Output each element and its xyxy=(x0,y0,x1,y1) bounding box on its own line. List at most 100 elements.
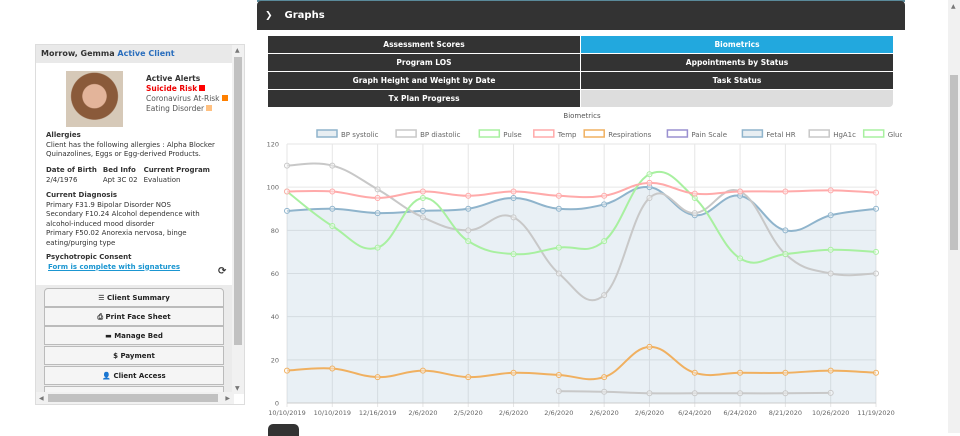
legend-label: Temp xyxy=(557,131,577,139)
legend-swatch xyxy=(395,129,417,138)
x-tick-label: 8/21/2020 xyxy=(769,409,802,417)
data-point xyxy=(510,188,517,195)
x-tick-label: 6/24/2020 xyxy=(723,409,756,417)
legend-label: Pulse xyxy=(503,131,521,139)
data-point xyxy=(737,369,744,376)
tab-biometrics[interactable]: Biometrics xyxy=(581,36,893,53)
y-tick-label: 60 xyxy=(271,270,279,278)
consent-link[interactable]: Form is complete with signatures xyxy=(48,262,181,271)
data-point xyxy=(601,388,608,395)
biometrics-chart: Biometrics BP systolic BP diastolic Pulse Te… xyxy=(267,112,902,417)
scroll-up-icon[interactable]: ▲ xyxy=(951,3,956,10)
data-point xyxy=(691,194,698,201)
data-point xyxy=(510,251,517,258)
client-summary-button[interactable]: ☰ Client Summary xyxy=(44,288,224,307)
alert-label: Suicide Risk xyxy=(146,84,198,93)
y-tick-label: 80 xyxy=(271,227,279,235)
data-point xyxy=(284,188,290,195)
allergies-title: Allergies xyxy=(46,131,81,139)
horizontal-scrollbar[interactable]: ◀ ▶ xyxy=(36,392,234,404)
data-point xyxy=(827,187,834,194)
data-point xyxy=(782,390,789,397)
y-tick-label: 20 xyxy=(271,356,279,364)
vertical-scrollbar[interactable]: ▲ ▼ xyxy=(232,45,244,394)
data-point xyxy=(646,390,653,397)
chart-title: Biometrics xyxy=(563,112,601,120)
series-line xyxy=(286,181,877,199)
scroll-thumb[interactable] xyxy=(48,394,218,402)
program-value: Evaluation xyxy=(143,175,181,184)
scroll-thumb[interactable] xyxy=(234,57,242,345)
data-point xyxy=(374,374,381,381)
tab-tx-plan-progress[interactable]: Tx Plan Progress xyxy=(268,90,580,107)
button-label: Client Access xyxy=(113,372,166,380)
data-point xyxy=(873,205,879,212)
data-point xyxy=(374,244,381,251)
legend-swatch xyxy=(666,129,689,138)
alert-color-swatch xyxy=(221,95,228,101)
data-point xyxy=(691,369,698,376)
tab-graph-height-weight[interactable]: Graph Height and Weight by Date xyxy=(268,72,580,89)
scroll-thumb[interactable] xyxy=(950,75,958,250)
bottom-button[interactable] xyxy=(268,424,299,436)
diagnosis-title: Current Diagnosis xyxy=(46,191,118,199)
tab-program-los[interactable]: Program LOS xyxy=(268,54,580,71)
refresh-icon[interactable]: ⟳ xyxy=(218,266,227,277)
diagnosis: Current Diagnosis Primary F31.9 Bipolar … xyxy=(46,191,206,248)
data-point xyxy=(691,190,698,197)
tab-appointments-by-status[interactable]: Appointments by Status xyxy=(581,54,893,71)
diagnosis-item: Secondary F10.24 Alcohol dependence with… xyxy=(46,210,200,228)
data-point xyxy=(284,162,290,169)
consent-title: Psychotropic Consent xyxy=(46,253,132,261)
x-tick-label: 2/6/2020 xyxy=(590,409,619,417)
active-alerts: Active Alerts Suicide Risk Coronavirus A… xyxy=(146,74,228,114)
manage-bed-button[interactable]: ▬ Manage Bed xyxy=(44,326,224,345)
client-access-button[interactable]: 👤 Client Access xyxy=(44,366,224,385)
data-point xyxy=(329,188,336,195)
data-point xyxy=(419,194,426,201)
scroll-left-icon[interactable]: ◀ xyxy=(39,395,44,402)
series-line xyxy=(286,170,877,264)
data-point xyxy=(691,390,698,397)
alerts-title: Active Alerts xyxy=(146,74,201,83)
client-info: Date of Birth 2/4/1976 Bed Info Apt 3C 02 … xyxy=(46,166,226,185)
program-label: Current Program xyxy=(143,166,210,174)
tab-assessment-scores[interactable]: Assessment Scores xyxy=(268,36,580,53)
x-tick-label: 6/24/2020 xyxy=(678,409,711,417)
button-label: Print Face Sheet xyxy=(105,313,171,321)
legend-swatch xyxy=(478,129,501,138)
legend-swatch xyxy=(316,129,338,138)
y-tick-label: 100 xyxy=(267,184,279,192)
data-point xyxy=(465,227,472,234)
x-tick-label: 10/26/2020 xyxy=(812,409,849,417)
print-face-sheet-button[interactable]: ⎙ Print Face Sheet xyxy=(44,307,224,326)
payment-button[interactable]: $ Payment xyxy=(44,346,224,365)
data-point xyxy=(510,369,517,376)
alert-color-swatch xyxy=(199,85,206,91)
data-point xyxy=(555,388,562,395)
data-point xyxy=(329,205,336,212)
page-scrollbar[interactable]: ▲ xyxy=(948,0,960,433)
scroll-right-icon[interactable]: ▶ xyxy=(225,395,230,402)
data-point xyxy=(374,210,381,217)
data-point xyxy=(329,223,336,230)
data-point xyxy=(555,244,562,251)
data-point xyxy=(419,207,426,214)
button-label: Client Summary xyxy=(106,294,170,302)
tab-task-status[interactable]: Task Status xyxy=(581,72,893,89)
scroll-up-icon[interactable]: ▲ xyxy=(235,47,240,54)
series-line xyxy=(286,345,877,381)
data-point xyxy=(601,238,608,245)
data-point xyxy=(555,270,562,277)
graphs-section-header[interactable]: ❯ Graphs xyxy=(257,1,905,30)
dob-label: Date of Birth xyxy=(46,166,97,174)
data-point xyxy=(510,214,517,221)
dob-value: 2/4/1976 xyxy=(46,175,78,184)
chevron-down-icon[interactable]: ❯ xyxy=(265,11,273,21)
scroll-down-icon[interactable]: ▼ xyxy=(235,385,240,392)
data-point xyxy=(827,389,834,396)
legend-label: Fetal HR xyxy=(766,131,795,139)
y-tick-label: 120 xyxy=(267,141,279,149)
list-icon: ☰ xyxy=(98,294,105,302)
data-point xyxy=(555,371,562,378)
